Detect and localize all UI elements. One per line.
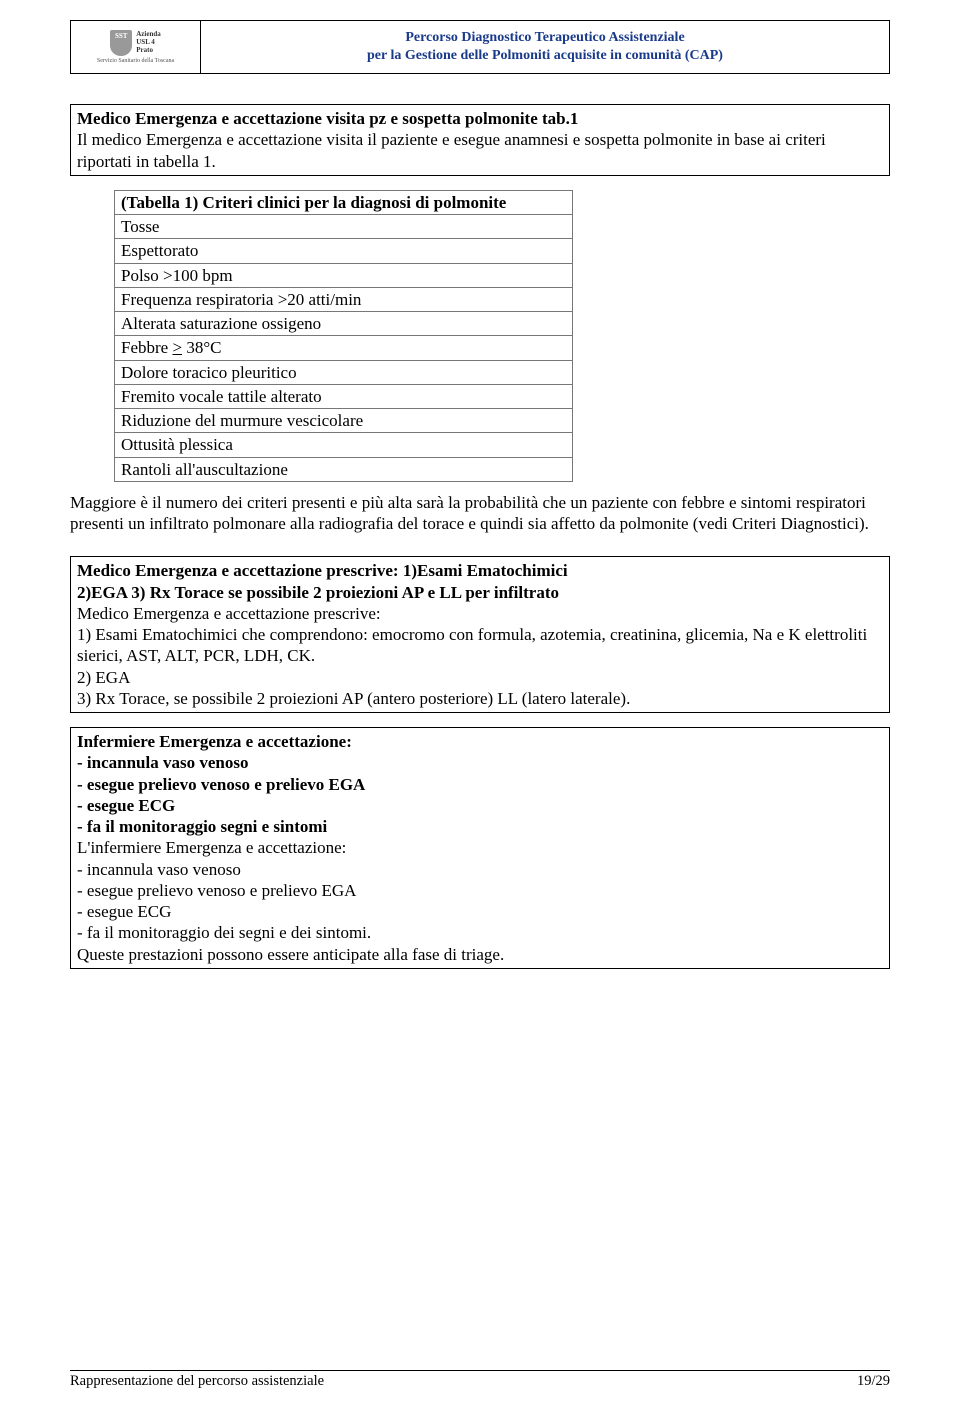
block-inf-body: Queste prestazioni possono essere antici… — [77, 944, 883, 965]
block-inf-bullet: - esegue prelievo venoso e prelievo EGA — [77, 774, 883, 795]
block-prescrive-line: 1) Esami Ematochimici che comprendono: e… — [77, 624, 883, 667]
footer-left: Rappresentazione del percorso assistenzi… — [70, 1373, 324, 1390]
criteria-row: Fremito vocale tattile alterato — [115, 384, 573, 408]
logo-subtext: Servizio Sanitario della Toscana — [97, 58, 174, 64]
block-infermiere: Infermiere Emergenza e accettazione: - i… — [70, 727, 890, 969]
criteria-row: Frequenza respiratoria >20 atti/min — [115, 287, 573, 311]
paragraph-probability: Maggiore è il numero dei criteri present… — [70, 492, 890, 535]
block-inf-bullet: - incannula vaso venoso — [77, 752, 883, 773]
block-prescrive-line: 2) EGA — [77, 667, 883, 688]
block-visita-title: Medico Emergenza e accettazione visita p… — [77, 108, 883, 129]
criteria-row: Ottusità plessica — [115, 433, 573, 457]
criteria-row: Rantoli all'auscultazione — [115, 457, 573, 481]
criteria-row: Tosse — [115, 215, 573, 239]
block-prescrive-title1: Medico Emergenza e accettazione prescriv… — [77, 560, 883, 581]
logo-text: AziendaUSL 4Prato — [136, 31, 161, 54]
block-prescrive-title2: 2)EGA 3) Rx Torace se possibile 2 proiez… — [77, 582, 883, 603]
header-title-line2: per la Gestione delle Polmoniti acquisit… — [367, 47, 723, 65]
block-visita: Medico Emergenza e accettazione visita p… — [70, 104, 890, 176]
header-logo: AziendaUSL 4Prato Servizio Sanitario del… — [71, 21, 201, 73]
block-inf-body: - esegue prelievo venoso e prelievo EGA — [77, 880, 883, 901]
criteria-row: Febbre > 38°C — [115, 336, 573, 360]
block-visita-body: Il medico Emergenza e accettazione visit… — [77, 129, 883, 172]
page-footer: Rappresentazione del percorso assistenzi… — [70, 1370, 890, 1390]
block-prescrive-line: Medico Emergenza e accettazione prescriv… — [77, 603, 883, 624]
block-inf-body: - esegue ECG — [77, 901, 883, 922]
criteria-row: Polso >100 bpm — [115, 263, 573, 287]
criteria-row: Dolore toracico pleuritico — [115, 360, 573, 384]
header-title-line1: Percorso Diagnostico Terapeutico Assiste… — [405, 29, 684, 47]
page: AziendaUSL 4Prato Servizio Sanitario del… — [0, 0, 960, 1428]
header-title: Percorso Diagnostico Terapeutico Assiste… — [201, 21, 889, 73]
block-inf-body: - incannula vaso venoso — [77, 859, 883, 880]
footer-right: 19/29 — [857, 1373, 890, 1390]
block-inf-bullet: - fa il monitoraggio segni e sintomi — [77, 816, 883, 837]
block-prescrive-line: 3) Rx Torace, se possibile 2 proiezioni … — [77, 688, 883, 709]
block-inf-body: - fa il monitoraggio dei segni e dei sin… — [77, 922, 883, 943]
block-prescrive: Medico Emergenza e accettazione prescriv… — [70, 556, 890, 713]
document-header: AziendaUSL 4Prato Servizio Sanitario del… — [70, 20, 890, 74]
criteria-row: Espettorato — [115, 239, 573, 263]
block-inf-title: Infermiere Emergenza e accettazione: — [77, 731, 883, 752]
criteria-table: (Tabella 1) Criteri clinici per la diagn… — [114, 190, 573, 482]
logo-row: AziendaUSL 4Prato — [110, 30, 161, 56]
criteria-row: Riduzione del murmure vescicolare — [115, 409, 573, 433]
block-inf-bullet: - esegue ECG — [77, 795, 883, 816]
shield-icon — [110, 30, 132, 56]
criteria-row: Alterata saturazione ossigeno — [115, 312, 573, 336]
block-inf-body: L'infermiere Emergenza e accettazione: — [77, 837, 883, 858]
criteria-header: (Tabella 1) Criteri clinici per la diagn… — [115, 190, 573, 214]
